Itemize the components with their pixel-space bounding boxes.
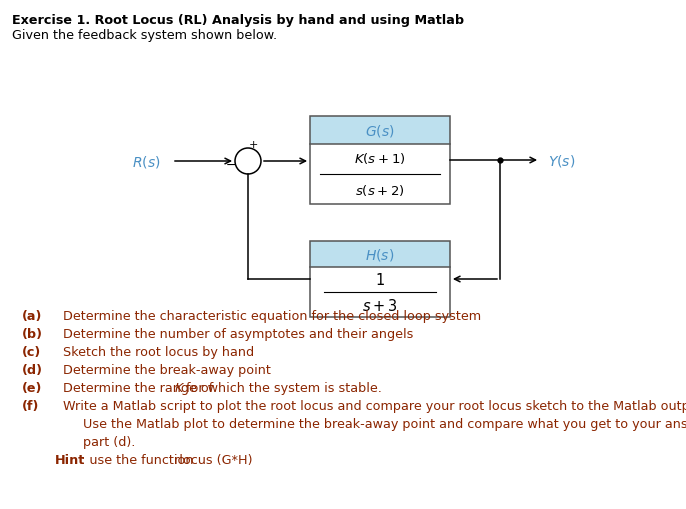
Text: (d): (d) <box>22 363 43 376</box>
Text: $s(s + 2)$: $s(s + 2)$ <box>355 183 405 198</box>
Bar <box>310 242 450 318</box>
Bar <box>310 242 450 267</box>
Text: $H(s)$: $H(s)$ <box>366 246 394 263</box>
Text: $1$: $1$ <box>375 271 385 288</box>
Text: part (d).: part (d). <box>55 435 135 448</box>
Bar <box>310 267 450 318</box>
Text: Determine the characteristic equation for the closed loop system: Determine the characteristic equation fo… <box>55 309 481 322</box>
Text: Hint: Hint <box>55 453 85 466</box>
Text: (a): (a) <box>22 309 43 322</box>
Text: (e): (e) <box>22 381 43 394</box>
Bar <box>310 145 450 205</box>
Text: K: K <box>175 381 183 394</box>
Text: $K(s + 1)$: $K(s + 1)$ <box>354 151 405 166</box>
Text: $Y(s)$: $Y(s)$ <box>548 153 576 168</box>
Text: +: + <box>248 140 258 150</box>
Bar <box>310 117 450 205</box>
Text: (b): (b) <box>22 327 43 341</box>
Text: for which the system is stable.: for which the system is stable. <box>182 381 382 394</box>
Text: Exercise 1. Root Locus (RL) Analysis by hand and using Matlab: Exercise 1. Root Locus (RL) Analysis by … <box>12 14 464 27</box>
Text: : use the function: : use the function <box>81 453 198 466</box>
Text: Write a Matlab script to plot the root locus and compare your root locus sketch : Write a Matlab script to plot the root l… <box>55 399 686 412</box>
Text: (c): (c) <box>22 345 41 358</box>
Text: $G(s)$: $G(s)$ <box>365 123 394 139</box>
Text: rlocus (G*H): rlocus (G*H) <box>174 453 252 466</box>
Text: $R(s)$: $R(s)$ <box>132 154 160 169</box>
Text: Determine the range of: Determine the range of <box>55 381 217 394</box>
Text: Determine the number of asymptotes and their angels: Determine the number of asymptotes and t… <box>55 327 414 341</box>
Text: −: − <box>226 158 236 171</box>
Text: $s + 3$: $s + 3$ <box>362 297 398 314</box>
Text: Sketch the root locus by hand: Sketch the root locus by hand <box>55 345 254 358</box>
Text: Use the Matlab plot to determine the break-away point and compare what you get t: Use the Matlab plot to determine the bre… <box>55 417 686 430</box>
Text: Determine the break-away point: Determine the break-away point <box>55 363 271 376</box>
Bar <box>310 117 450 145</box>
Text: (f): (f) <box>22 399 39 412</box>
Text: Given the feedback system shown below.: Given the feedback system shown below. <box>12 29 277 42</box>
